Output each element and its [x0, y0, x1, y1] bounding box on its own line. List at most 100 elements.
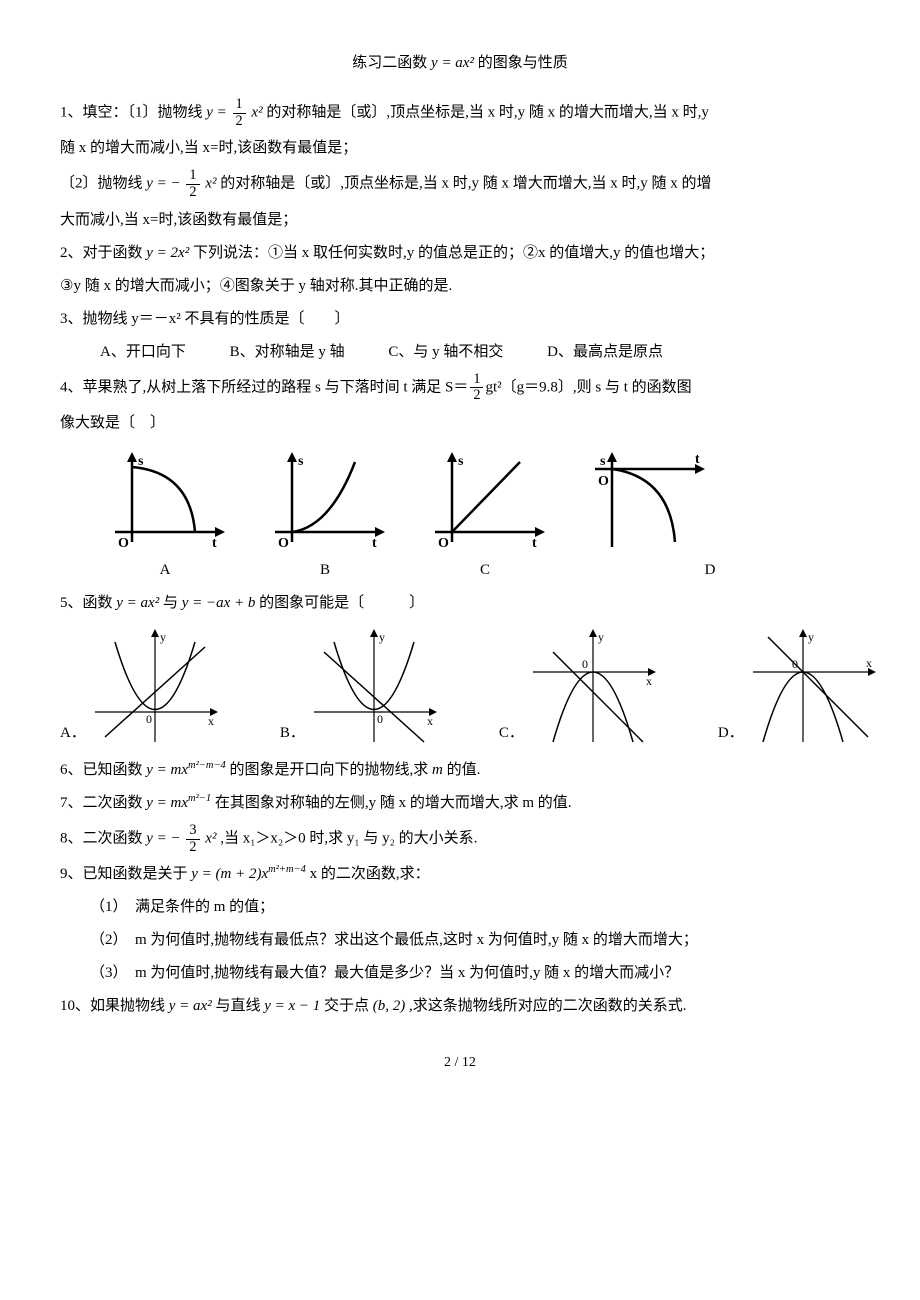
- q7-math-base: y = mx: [146, 795, 188, 811]
- origin: 0: [582, 657, 588, 671]
- q8-math-x: x²: [205, 831, 216, 847]
- q8-text-a: 8、二次函数: [60, 831, 146, 847]
- q5-text-a: 5、函数: [60, 595, 116, 611]
- axis-s-label: s: [458, 454, 464, 469]
- fraction-half-neg: 12: [186, 168, 199, 200]
- q6-exp: m²−m−4: [188, 760, 226, 771]
- fraction-half: 12: [233, 97, 246, 129]
- graph5-svg-c: y x 0: [528, 627, 658, 747]
- axis-s-label: s: [298, 454, 304, 469]
- axis-t-label: t: [695, 452, 700, 467]
- q2-text-b: 下列说法：①当 x 取任何实数时,y 的值总是正的；②x 的值增大,y 的值也增…: [193, 245, 714, 261]
- question-3: 3、抛物线 y＝－x² 不具有的性质是〔 〕: [60, 306, 860, 333]
- axis-y: y: [598, 630, 604, 644]
- q7-text-a: 7、二次函数: [60, 795, 146, 811]
- q4-label-d: D: [640, 557, 780, 584]
- q4-graph-b: s t O B: [260, 447, 390, 584]
- q5-label-d: D．: [718, 720, 744, 747]
- question-1-line1: 1、填空：〔1〕抛物线 y = 12 x² 的对称轴是〔或〕,顶点坐标是,当 x…: [60, 97, 860, 129]
- frac-num: 1: [186, 168, 199, 185]
- q9-sub3: （3） m 为何值时,抛物线有最大值？最大值是多少？当 x 为何值时,y 随 x…: [90, 960, 860, 987]
- q10-text-a: 10、如果抛物线: [60, 998, 169, 1014]
- axis-s-label: s: [600, 454, 606, 469]
- question-8: 8、二次函数 y = − 32 x² ,当 x₁＞x₂＞0 时,求 y₁ 与 y…: [60, 823, 860, 855]
- graph-svg-c: s t O: [420, 447, 550, 557]
- title-suffix: 的图象与性质: [474, 55, 568, 71]
- q4-graph-a: s t O A: [100, 447, 230, 584]
- frac-num: 3: [186, 823, 199, 840]
- question-9: 9、已知函数是关于 y = (m + 2)xm²+m−4 x 的二次函数,求：: [60, 861, 860, 888]
- q5-graph-b: B． y x 0: [280, 627, 439, 747]
- origin-label: O: [438, 536, 449, 551]
- graph5-svg-a: y x 0: [90, 627, 220, 747]
- q4-graph-d: s t O D: [580, 447, 780, 584]
- q10-text-b: 交于点: [324, 998, 373, 1014]
- q9-text-a: 9、已知函数是关于: [60, 866, 191, 882]
- q3-opt-d: D、最高点是原点: [547, 339, 663, 366]
- q3-opt-b: B、对称轴是 y 轴: [230, 339, 345, 366]
- question-4-line1: 4、苹果熟了,从树上落下所经过的路程 s 与下落时间 t 满足 S＝12gt²〔…: [60, 372, 860, 404]
- q5-graph-c: C． y x 0: [499, 627, 658, 747]
- title-prefix: 练习二函数: [352, 55, 431, 71]
- q1-text-3b: 的对称轴是〔或〕,顶点坐标是,当 x 时,y 随 x 增大而增大,当 x 时,y…: [220, 176, 711, 192]
- q2-text-a: 2、对于函数: [60, 245, 146, 261]
- q4-graphs: s t O A s t O B s t O: [100, 447, 860, 584]
- q4-text-a: 4、苹果熟了,从树上落下所经过的路程 s 与下落时间 t 满足 S＝: [60, 379, 468, 395]
- q2-math: y = 2x²: [146, 245, 189, 261]
- q5-graphs: A． y x 0 B． y x 0 C．: [60, 627, 860, 747]
- q1-text-3a: 〔2〕抛物线: [60, 176, 146, 192]
- question-5: 5、函数 y = ax² 与 y = −ax + b 的图象可能是〔 〕: [60, 590, 860, 617]
- q4-label-b: B: [260, 557, 390, 584]
- axis-y: y: [160, 630, 166, 644]
- q6-text-b: 的图象是开口向下的抛物线,求: [230, 762, 433, 778]
- question-7: 7、二次函数 y = mxm²−1 在其图象对称轴的左侧,y 随 x 的增大而增…: [60, 790, 860, 817]
- q9-text-b: x 的二次函数,求：: [310, 866, 430, 882]
- q4-fraction: 12: [470, 372, 483, 404]
- q8-text-b: ,当 x₁＞x₂＞0 时,求 y₁ 与 y₂ 的大小关系.: [220, 831, 477, 847]
- question-2-line2: ③y 随 x 的增大而减小；④图象关于 y 轴对称.其中正确的是.: [60, 273, 860, 300]
- question-4-line2: 像大致是〔 〕: [60, 410, 860, 437]
- axis-y: y: [379, 630, 385, 644]
- q8-fraction: 32: [186, 823, 199, 855]
- q1-text-1a: 1、填空：〔1〕抛物线: [60, 105, 206, 121]
- title-math: y = ax²: [431, 55, 474, 71]
- q5-math1: y = ax²: [116, 595, 159, 611]
- q5-mid: 与: [163, 595, 182, 611]
- q5-graph-d: D． y x 0: [718, 627, 878, 747]
- q5-text-b: 的图象可能是〔 〕: [259, 595, 424, 611]
- q5-label-a: A．: [60, 720, 86, 747]
- frac-den: 2: [186, 840, 199, 856]
- axis-x: x: [427, 714, 433, 728]
- graph-svg-b: s t O: [260, 447, 390, 557]
- question-2-line1: 2、对于函数 y = 2x² 下列说法：①当 x 取任何实数时,y 的值总是正的…: [60, 240, 860, 267]
- axis-y: y: [808, 630, 814, 644]
- axis-x: x: [208, 714, 214, 728]
- graph5-svg-b: y x 0: [309, 627, 439, 747]
- q6-math-base: y = mx: [146, 762, 188, 778]
- q1-math-x2: x²: [205, 176, 216, 192]
- q10-text-c: ,求这条抛物线所对应的二次函数的关系式.: [409, 998, 687, 1014]
- question-10: 10、如果抛物线 y = ax² 与直线 y = x − 1 交于点 (b, 2…: [60, 993, 860, 1020]
- question-3-options: A、开口向下 B、对称轴是 y 轴 C、与 y 轴不相交 D、最高点是原点: [100, 339, 860, 366]
- origin: 0: [377, 712, 383, 726]
- q10-math1: y = ax²: [169, 998, 212, 1014]
- q9-sub1: （1） 满足条件的 m 的值；: [90, 894, 860, 921]
- q6-text-a: 6、已知函数: [60, 762, 146, 778]
- q1-math-y2: y = −: [146, 176, 180, 192]
- q4-label-c: C: [420, 557, 550, 584]
- q5-label-c: C．: [499, 720, 524, 747]
- q10-mid: 与直线: [215, 998, 264, 1014]
- graph5-svg-d: y x 0: [748, 627, 878, 747]
- q1-math-x1: x²: [251, 105, 262, 121]
- question-1-line2: 随 x 的增大而减小,当 x=时,该函数有最值是；: [60, 135, 860, 162]
- q4-graph-c: s t O C: [420, 447, 550, 584]
- q7-text-b: 在其图象对称轴的左侧,y 随 x 的增大而增大,求 m 的值.: [215, 795, 572, 811]
- q7-exp: m²−1: [188, 793, 211, 804]
- q9-math: y = (m + 2)xm²+m−4: [191, 866, 306, 882]
- axis-t-label: t: [532, 536, 537, 551]
- frac-num: 1: [233, 97, 246, 114]
- q1-text-1b: 的对称轴是〔或〕,顶点坐标是,当 x 时,y 随 x 的增大而增大,当 x 时,…: [266, 105, 709, 121]
- q10-math2: y = x − 1: [264, 998, 320, 1014]
- frac-den: 2: [233, 114, 246, 130]
- q9-math-base: y = (m + 2)x: [191, 866, 268, 882]
